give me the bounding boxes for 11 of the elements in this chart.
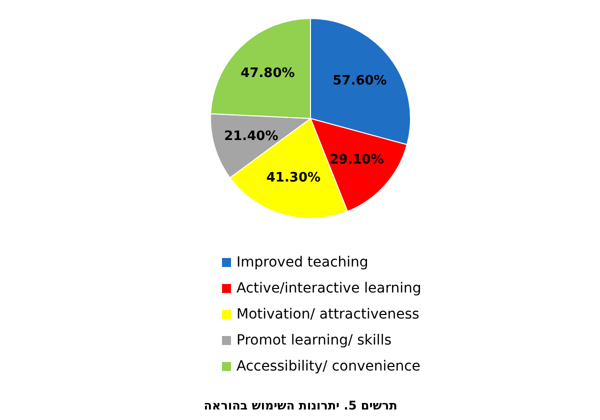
legend-label: Improved teaching (236, 254, 368, 270)
legend-label: Motivation/ attractiveness (236, 306, 420, 322)
legend-label: Promot learning/ skills (236, 332, 392, 348)
data-label: 29.10% (330, 152, 384, 168)
legend-label: Active/interactive learning (236, 280, 422, 296)
text: תרשים 5. יתרונות השימוש בהוראה (204, 398, 398, 412)
legend-label: Accessibility/ convenience (236, 358, 420, 374)
data-label: 21.40% (224, 128, 278, 144)
data-label: 57.60% (332, 73, 387, 88)
data-label: 41.30% (266, 170, 321, 186)
data-label: 47.80% (240, 66, 295, 82)
